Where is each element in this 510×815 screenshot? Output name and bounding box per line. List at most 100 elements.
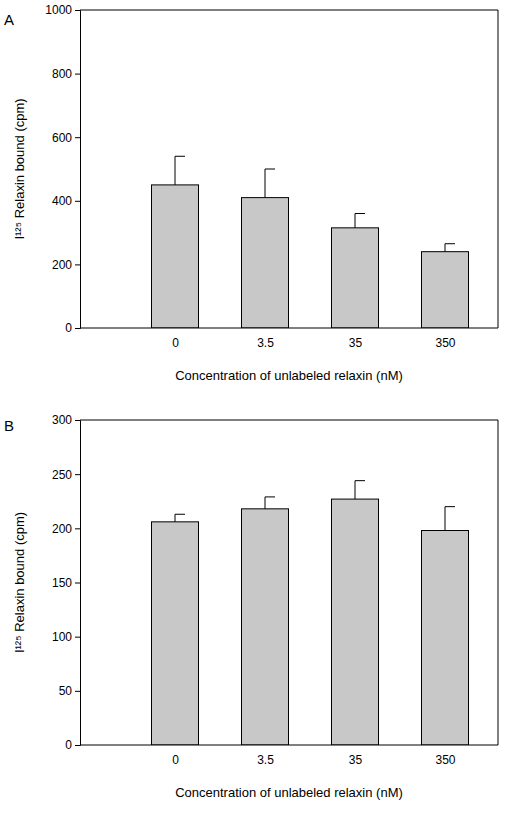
axis-line	[75, 421, 81, 746]
tick: 600	[52, 131, 80, 145]
error-stem	[265, 169, 266, 198]
tick: 1000	[45, 3, 80, 17]
tick: 0	[172, 336, 179, 350]
tick: 200	[52, 258, 80, 272]
error-bar	[445, 244, 455, 252]
tick-label: 400	[52, 194, 72, 208]
tick-label: 350	[435, 336, 455, 350]
error-bar	[175, 514, 185, 522]
error-bar	[265, 497, 275, 509]
tick: 3.5	[257, 753, 274, 767]
error-bar	[175, 156, 185, 185]
figure: 0200400600800100003.535350Concentration …	[0, 0, 510, 815]
tick-label: 1000	[45, 3, 72, 17]
error-stem	[445, 507, 446, 531]
tick-label: 150	[52, 576, 72, 590]
error-stem	[445, 244, 446, 252]
tick: 350	[435, 753, 455, 767]
error-cap	[265, 496, 275, 497]
plot-frame	[80, 10, 498, 328]
x-axis: 0 3.5 35 350	[80, 328, 498, 350]
error-cap	[175, 514, 185, 515]
y-axis-title: I¹²⁵ Relaxin bound (cpm)	[12, 512, 27, 653]
error-bar	[445, 507, 455, 531]
tick: 0	[172, 753, 179, 767]
tick: 0	[65, 738, 80, 752]
error-stem	[355, 214, 356, 228]
error-cap	[445, 506, 455, 507]
tick-label: 35	[349, 753, 363, 767]
y-axis: 0 50 100 150 200 250 300	[52, 413, 81, 752]
tick-mark	[75, 328, 80, 329]
y-axis-title: I¹²⁵ Relaxin bound (cpm)	[12, 98, 27, 239]
tick-label: 0	[172, 753, 179, 767]
bar	[152, 185, 199, 328]
tick-mark	[75, 420, 80, 421]
tick-label: 3.5	[257, 753, 274, 767]
tick-label: 50	[59, 684, 73, 698]
bar	[422, 252, 469, 328]
tick: 100	[52, 630, 80, 644]
tick: 0	[65, 321, 80, 335]
axis-line	[80, 328, 498, 329]
tick-mark	[75, 583, 80, 584]
error-stem	[175, 156, 176, 185]
panel: 0 200 400 600 800 1000 0 3.5 35 350 Concentration …	[4, 3, 498, 383]
bar	[242, 509, 289, 745]
error-bar	[355, 214, 365, 228]
axis-line	[80, 745, 498, 746]
bar	[422, 531, 469, 746]
x-axis-title: Concentration of unlabeled relaxin (nM)	[175, 368, 403, 383]
tick: 800	[52, 67, 80, 81]
tick-label: 0	[65, 738, 72, 752]
error-cap	[445, 243, 455, 244]
tick-mark	[75, 637, 80, 638]
error-bar	[265, 169, 275, 198]
tick-label: 35	[349, 336, 363, 350]
tick-mark	[75, 745, 80, 746]
tick-mark	[75, 74, 80, 75]
tick: 250	[52, 468, 80, 482]
tick-label: 250	[52, 468, 72, 482]
tick-mark	[75, 264, 80, 265]
bar	[332, 499, 379, 745]
tick-label: 100	[52, 630, 72, 644]
tick-label: 200	[52, 258, 72, 272]
tick: 150	[52, 576, 80, 590]
bar	[242, 198, 289, 328]
tick-label: 3.5	[257, 336, 274, 350]
panel-letter: A	[4, 11, 14, 28]
panel: 0 50 100 150 200 250 300 0 3.5 35 350 Concentration…	[4, 413, 498, 800]
marks	[152, 156, 469, 328]
plot-frame	[80, 420, 498, 745]
tick-mark	[75, 137, 80, 138]
tick-mark	[75, 201, 80, 202]
tick: 35	[349, 336, 363, 350]
marks	[152, 481, 469, 745]
tick-label: 800	[52, 67, 72, 81]
axis-line	[75, 11, 81, 329]
tick-mark	[75, 10, 80, 11]
tick-mark	[75, 691, 80, 692]
tick-mark	[75, 474, 80, 475]
x-axis-title: Concentration of unlabeled relaxin (nM)	[175, 785, 403, 800]
tick: 300	[52, 413, 80, 427]
tick: 350	[435, 336, 455, 350]
bar	[332, 228, 379, 328]
tick: 200	[52, 522, 80, 536]
bar	[152, 522, 199, 745]
tick-label: 200	[52, 522, 72, 536]
y-axis: 0 200 400 600 800 1000	[45, 3, 80, 335]
tick-label: 350	[435, 753, 455, 767]
error-cap	[175, 156, 185, 157]
tick-label: 600	[52, 131, 72, 145]
x-axis: 0 3.5 35 350	[80, 745, 498, 767]
tick-label: 0	[172, 336, 179, 350]
tick-label: 300	[52, 413, 72, 427]
error-stem	[355, 481, 356, 499]
tick-mark	[75, 528, 80, 529]
error-stem	[265, 497, 266, 509]
error-cap	[355, 213, 365, 214]
error-cap	[355, 480, 365, 481]
tick: 35	[349, 753, 363, 767]
